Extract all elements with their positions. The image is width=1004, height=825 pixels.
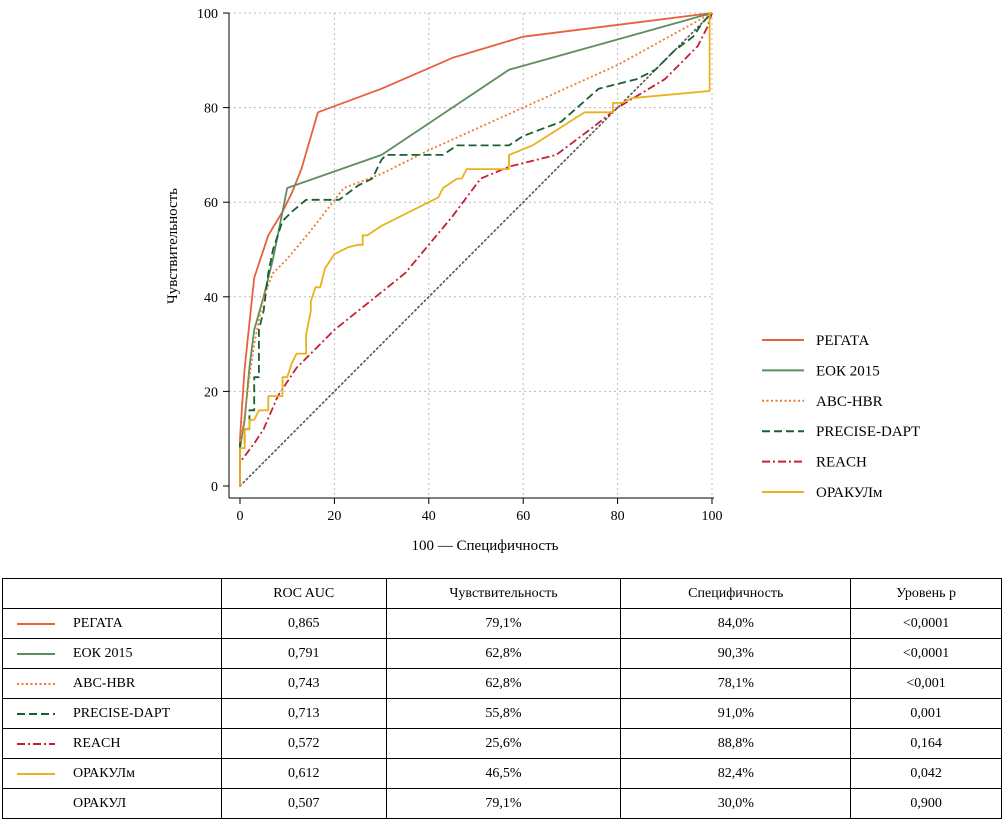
- reference-diagonal: [239, 12, 713, 487]
- row-line-swatch: [17, 742, 55, 745]
- y-tick-label: 0: [211, 480, 218, 495]
- roc-table: ROC AUC Чувствительность Специфичность У…: [2, 578, 1002, 819]
- legend-label: PRECISE-DAPT: [816, 424, 920, 440]
- x-tick-label: 100: [702, 509, 723, 524]
- header-auc: ROC AUC: [220, 578, 387, 609]
- row-score-name: РЕГАТА: [73, 615, 123, 631]
- row-score-name: REACH: [73, 735, 121, 751]
- row-line-swatch: [17, 772, 55, 775]
- y-tick-label: 80: [204, 102, 218, 117]
- row-p-level: <0,001: [850, 668, 1002, 699]
- row-score-cell: ЕОК 2015: [2, 638, 222, 669]
- row-sensitivity: 79,1%: [385, 608, 622, 639]
- row-p-level: 0,164: [850, 728, 1002, 759]
- series-line-4: [239, 12, 713, 486]
- row-score-name: ОРАКУЛ: [73, 795, 127, 811]
- y-tick-label: 20: [204, 385, 218, 400]
- row-score-cell: PRECISE-DAPT: [2, 698, 222, 729]
- header-score: [2, 578, 222, 609]
- row-line-swatch: [17, 682, 55, 685]
- table-row: ОРАКУЛм 0,612 46,5% 82,4% 0,042: [2, 758, 1002, 789]
- chart-grid: [229, 12, 713, 498]
- row-score-cell: ОРАКУЛ: [2, 788, 222, 819]
- series-line-5: [239, 12, 712, 486]
- y-tick-label: 60: [204, 196, 218, 211]
- roc-series: [239, 12, 713, 486]
- table-row: PRECISE-DAPT 0,713 55,8% 91,0% 0,001: [2, 698, 1002, 729]
- row-score-cell: РЕГАТА: [2, 608, 222, 639]
- row-score-cell: ABC-HBR: [2, 668, 222, 699]
- table-row: РЕГАТА 0,865 79,1% 84,0% <0,0001: [2, 608, 1002, 639]
- row-score-name: ABC-HBR: [73, 675, 136, 691]
- series-line-3: [239, 12, 713, 486]
- row-sensitivity: 55,8%: [385, 698, 622, 729]
- row-auc: 0,865: [220, 608, 387, 639]
- header-specificity: Специфичность: [620, 578, 852, 609]
- x-axis-ticks: 0 20 40 60 80 100: [237, 498, 723, 524]
- header-sensitivity: Чувствительность: [385, 578, 622, 609]
- row-sensitivity: 25,6%: [385, 728, 622, 759]
- table-row: ОРАКУЛ 0,507 79,1% 30,0% 0,900: [2, 788, 1002, 819]
- table-row: REACH 0,572 25,6% 88,8% 0,164: [2, 728, 1002, 759]
- legend-label: ОРАКУЛм: [816, 485, 883, 501]
- row-auc: 0,713: [220, 698, 387, 729]
- row-specificity: 78,1%: [620, 668, 852, 699]
- legend-label: ЕОК 2015: [816, 363, 880, 379]
- row-line-swatch: [17, 622, 55, 625]
- x-tick-label: 60: [516, 509, 530, 524]
- row-p-level: 0,042: [850, 758, 1002, 789]
- row-p-level: 0,900: [850, 788, 1002, 819]
- table-header-row: ROC AUC Чувствительность Специфичность У…: [2, 578, 1002, 609]
- y-axis-ticks: 0 20 40 60 80 100: [197, 7, 229, 495]
- row-line-swatch: [17, 652, 55, 655]
- chart-legend: РЕГАТА ЕОК 2015 ABC-HBR PRECISE-DAPT REACH ОР…: [762, 333, 920, 501]
- row-auc: 0,612: [220, 758, 387, 789]
- row-score-cell: REACH: [2, 728, 222, 759]
- row-line-swatch: [17, 801, 55, 807]
- row-p-level: <0,0001: [850, 638, 1002, 669]
- row-score-cell: ОРАКУЛм: [2, 758, 222, 789]
- row-p-level: <0,0001: [850, 608, 1002, 639]
- table-row: ЕОК 2015 0,791 62,8% 90,3% <0,0001: [2, 638, 1002, 669]
- y-tick-label: 40: [204, 291, 218, 306]
- row-specificity: 84,0%: [620, 608, 852, 639]
- roc-chart: 0 20 40 60 80 100 0 20 40 60 80 100 100 — Специфич…: [165, 7, 920, 554]
- row-sensitivity: 79,1%: [385, 788, 622, 819]
- row-specificity: 30,0%: [620, 788, 852, 819]
- row-specificity: 82,4%: [620, 758, 852, 789]
- row-sensitivity: 46,5%: [385, 758, 622, 789]
- row-p-level: 0,001: [850, 698, 1002, 729]
- row-auc: 0,791: [220, 638, 387, 669]
- series-line-0: [239, 12, 713, 486]
- row-specificity: 88,8%: [620, 728, 852, 759]
- legend-label: REACH: [816, 455, 867, 471]
- row-auc: 0,743: [220, 668, 387, 699]
- x-axis-label: 100 — Специфичность: [412, 538, 559, 554]
- row-score-name: ОРАКУЛм: [73, 765, 135, 781]
- legend-label: ABC-HBR: [816, 394, 883, 410]
- y-axis-label: Чувствительность: [165, 188, 181, 304]
- legend-label: РЕГАТА: [816, 333, 869, 349]
- row-score-name: ЕОК 2015: [73, 645, 133, 661]
- y-tick-label: 100: [197, 7, 218, 22]
- row-score-name: PRECISE-DAPT: [73, 705, 171, 721]
- row-sensitivity: 62,8%: [385, 638, 622, 669]
- table-row: ABC-HBR 0,743 62,8% 78,1% <0,001: [2, 668, 1002, 699]
- x-tick-label: 0: [237, 509, 244, 524]
- x-tick-label: 40: [422, 509, 436, 524]
- x-tick-label: 80: [611, 509, 625, 524]
- header-p-level: Уровень р: [850, 578, 1002, 609]
- series-line-1: [239, 12, 713, 486]
- row-specificity: 91,0%: [620, 698, 852, 729]
- row-specificity: 90,3%: [620, 638, 852, 669]
- x-tick-label: 20: [327, 509, 341, 524]
- row-auc: 0,507: [220, 788, 387, 819]
- row-line-swatch: [17, 712, 55, 715]
- row-sensitivity: 62,8%: [385, 668, 622, 699]
- row-auc: 0,572: [220, 728, 387, 759]
